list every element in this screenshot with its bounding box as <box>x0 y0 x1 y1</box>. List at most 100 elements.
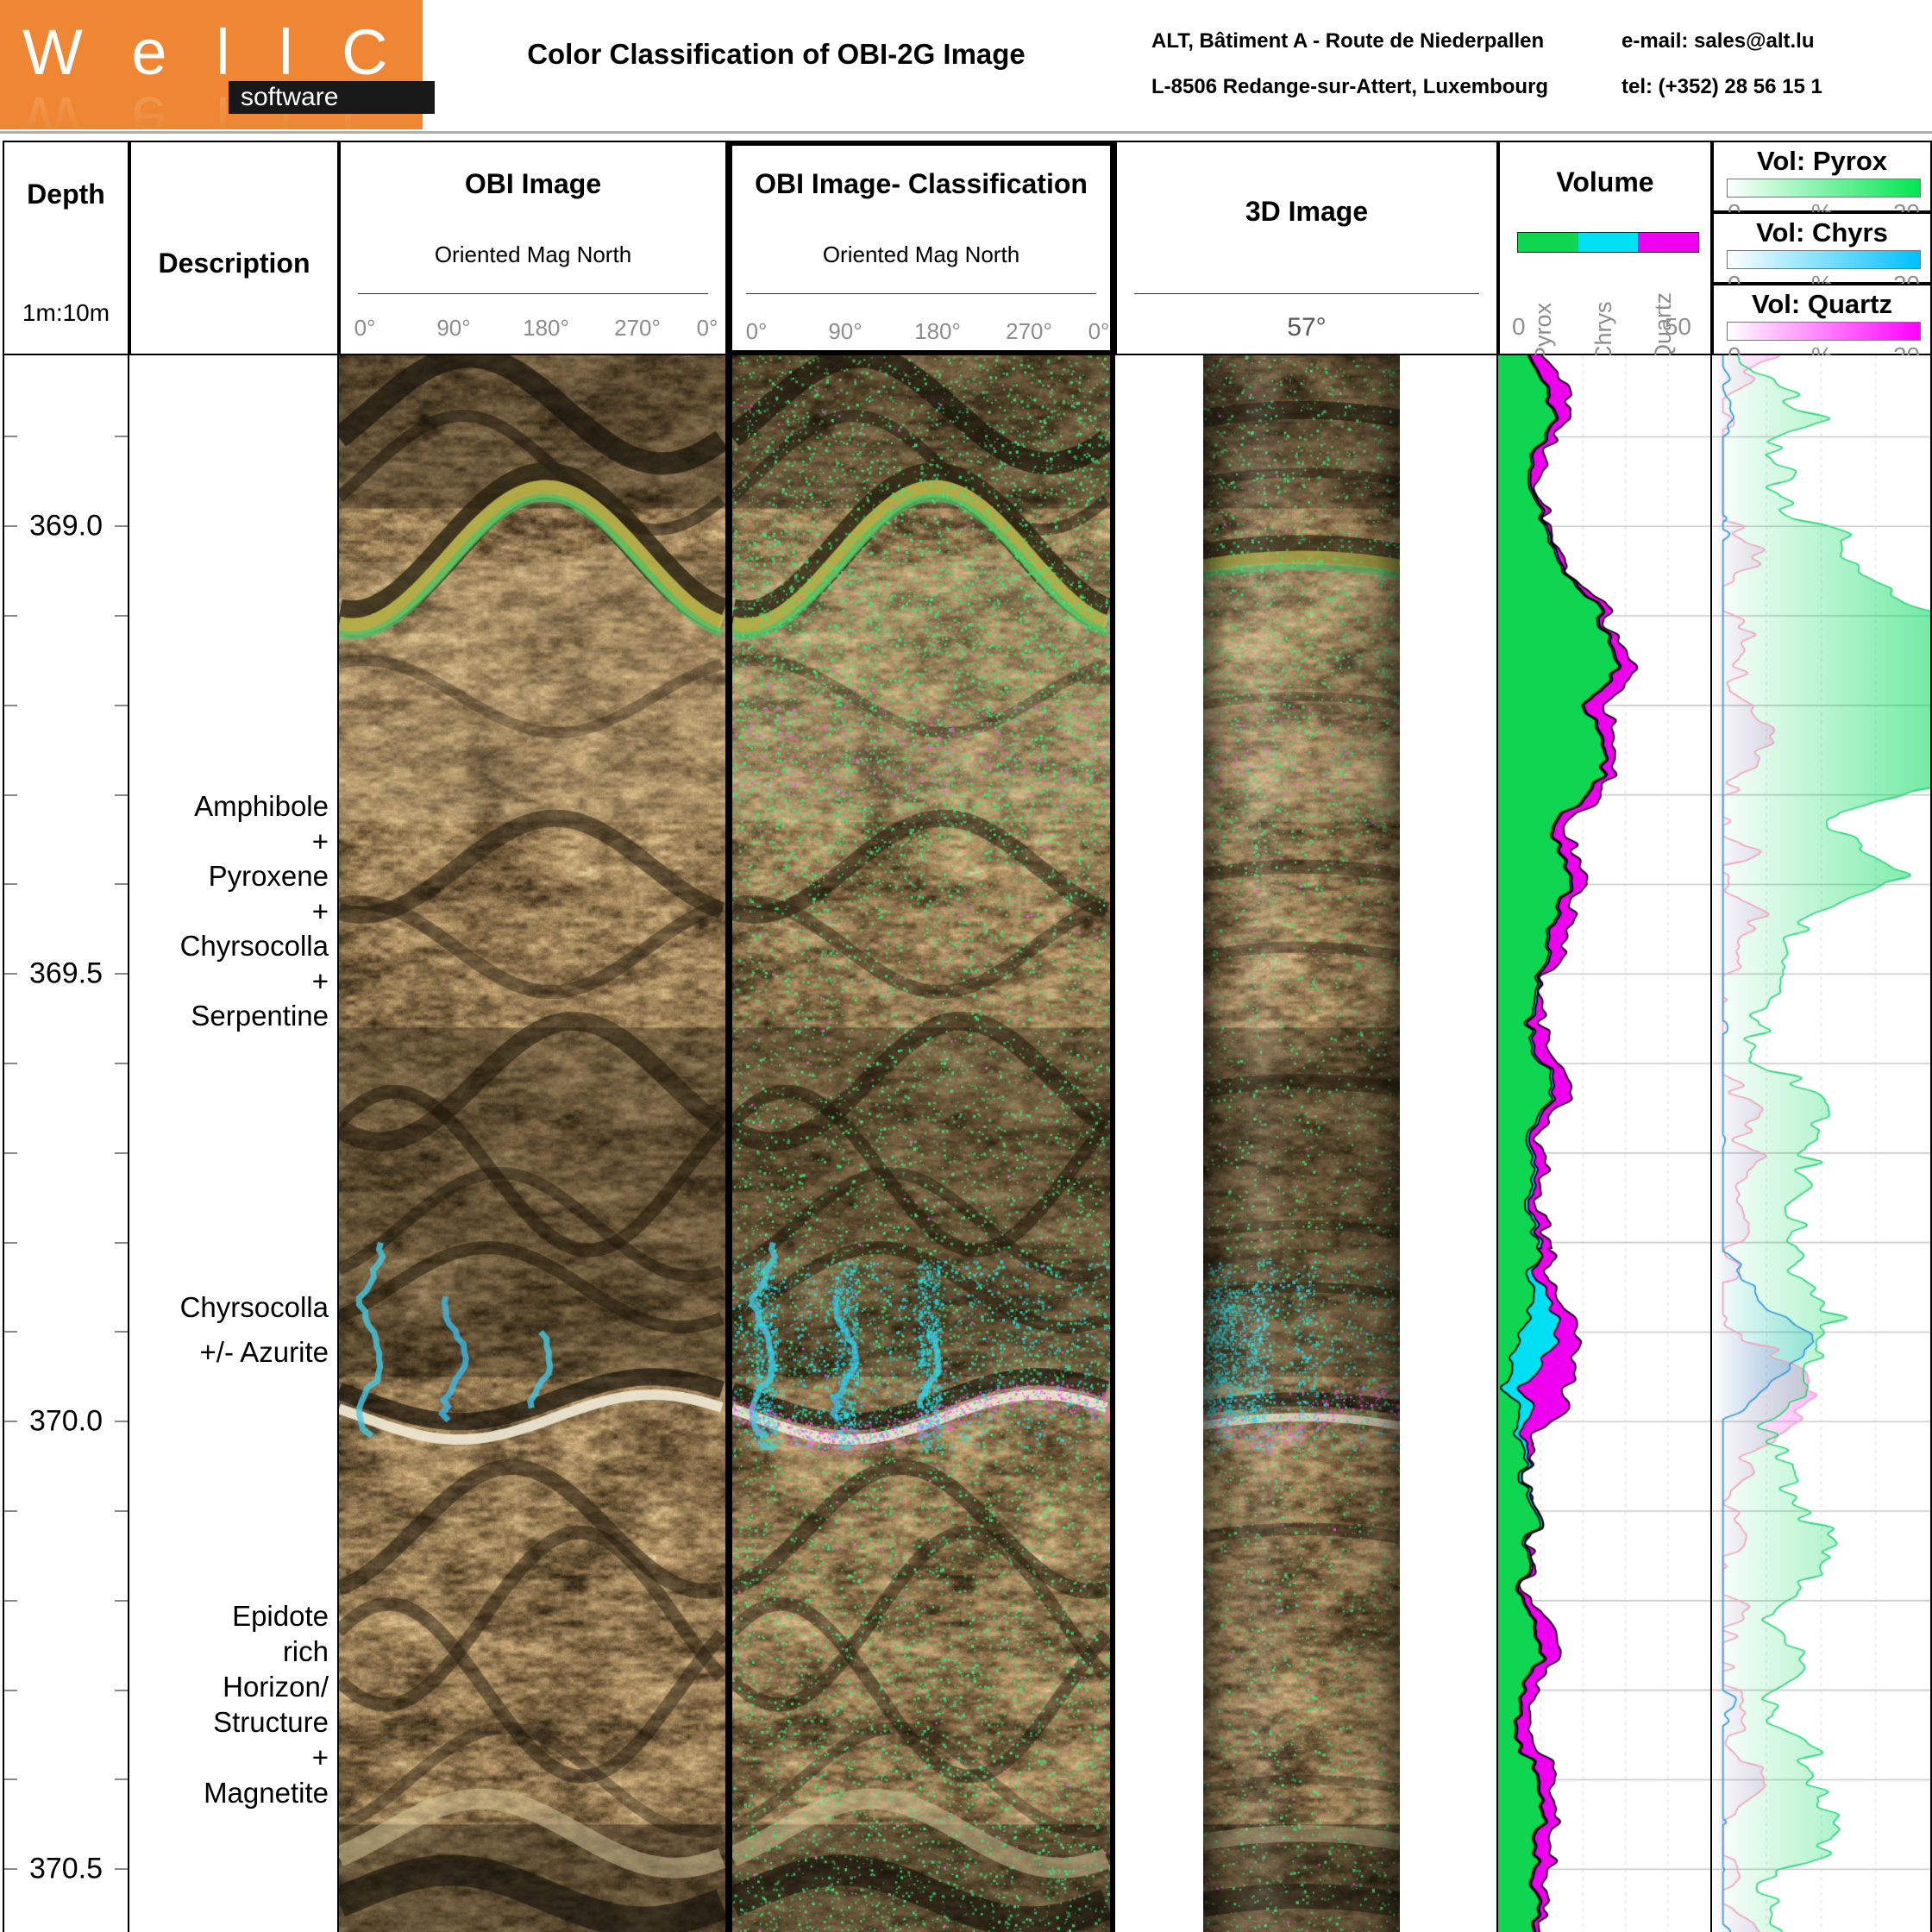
depth-title: Depth <box>27 179 105 210</box>
angle-tick-label: 180° <box>523 315 569 341</box>
vol-curve-gradient-bar <box>1727 250 1921 269</box>
description-line: +/- Azurite <box>199 1336 329 1368</box>
classification-image-track <box>727 355 1115 1932</box>
depth-tick <box>115 794 128 796</box>
volume-scale-max: 50 <box>1664 313 1691 340</box>
vol-curves-plot-canvas <box>1712 355 1930 1932</box>
description-track: Amphibole + Pyroxene + Chyrsocolla + Serpentin… <box>129 355 339 1932</box>
depth-label: 370.5 <box>28 1852 104 1885</box>
legend-swatch-pyrox <box>1518 233 1579 252</box>
depth-tick <box>4 436 17 438</box>
vol-curve-gradient-bar <box>1727 322 1921 341</box>
angle-tick-label: 0° <box>354 315 376 341</box>
contact-email: e-mail: sales@alt.lu <box>1622 29 1815 53</box>
depth-tick <box>4 1151 17 1154</box>
vol-curve-title: Vol: Pyrox <box>1756 146 1888 176</box>
vol-curve-header-3: 0%20Vol: Quartz <box>1712 284 1932 369</box>
depth-tick <box>4 704 17 706</box>
depth-tick <box>115 525 128 528</box>
depth-tick <box>4 1599 17 1602</box>
contact-phone: tel: (+352) 28 56 15 1 <box>1622 75 1822 98</box>
depth-tick <box>115 1599 128 1602</box>
volume-legend-bar <box>1517 232 1699 253</box>
trademark-symbol: TM <box>582 27 608 46</box>
3d-image-title: 3D Image <box>1245 196 1369 227</box>
vol-curves-track <box>1712 355 1932 1932</box>
depth-tick <box>115 704 128 706</box>
software-label-bar: software <box>229 81 435 114</box>
depth-tick <box>4 1331 17 1333</box>
classification-image-canvas <box>732 355 1110 1932</box>
depth-tick <box>115 1421 128 1423</box>
description-line: Pyroxene <box>208 860 329 892</box>
angle-tick-label: 270° <box>1006 318 1052 344</box>
obi-image-title: OBI Image <box>464 168 602 199</box>
description-line: Chyrsocolla <box>179 930 329 962</box>
obi-image-canvas <box>339 355 725 1932</box>
angle-tick-label: 180° <box>914 318 961 344</box>
depth-scale-label: 1m:10m <box>22 299 110 326</box>
description-line: + <box>311 1741 329 1773</box>
legend-label-chrys: Chrys <box>1590 301 1616 362</box>
description-line: Amphibole <box>194 790 329 822</box>
3d-view-angle: 57° <box>1287 313 1327 342</box>
wellcad-logo: W e l l C A D W e l l C A DTM software <box>0 0 607 155</box>
depth-tick <box>4 615 17 618</box>
obi-image-track <box>339 355 727 1932</box>
depth-tick <box>115 1868 128 1871</box>
volume-plot-canvas <box>1498 355 1710 1932</box>
description-block-3: Epidote rich Horizon/Structure + Magnetite <box>204 1598 329 1810</box>
depth-label: 369.5 <box>28 957 104 990</box>
description-line: Epidote <box>232 1600 329 1632</box>
description-column-header: Description <box>129 141 339 355</box>
3d-image-track <box>1115 355 1498 1932</box>
depth-tick <box>4 1241 17 1244</box>
description-line: Chyrsocolla <box>179 1291 329 1323</box>
angle-tick-label: 0° <box>745 318 768 344</box>
depth-tick <box>115 1151 128 1154</box>
depth-tick <box>115 1331 128 1333</box>
vol-curve-title: Vol: Quartz <box>1751 289 1893 319</box>
depth-tick <box>4 1689 17 1691</box>
angle-tick-label: 0° <box>1088 318 1110 344</box>
vol-curve-title: Vol: Chyrs <box>1756 217 1888 248</box>
depth-tick <box>115 436 128 438</box>
depth-tick <box>4 1510 17 1513</box>
depth-tick <box>115 615 128 618</box>
obi-header-rule <box>358 293 708 294</box>
legend-label-pyrox: Pyrox <box>1530 302 1556 362</box>
address-line-2: L-8506 Redange-sur-Attert, Luxembourg <box>1151 75 1549 98</box>
address-line-1: ALT, Bâtiment A - Route de Niederpallen <box>1151 29 1545 53</box>
legend-swatch-quartz <box>1638 233 1699 252</box>
depth-tick <box>4 794 17 796</box>
volume-column-header: Volume Pyrox Chrys Quartz 0 50 <box>1498 141 1712 362</box>
depth-track: 369.0 369.5 370.0 370.5 <box>3 355 129 1932</box>
description-line: + <box>311 964 329 997</box>
angle-tick-label: 90° <box>436 315 471 341</box>
3d-image-column-header: 3D Image 57° <box>1115 141 1498 355</box>
depth-column-header: Depth 1m:10m <box>3 141 129 355</box>
depth-tick <box>115 1063 128 1065</box>
description-title: Description <box>158 248 310 279</box>
obi-orientation-label: Oriented Mag North <box>434 242 632 267</box>
angle-tick-label: 0° <box>696 315 718 341</box>
3d-header-rule <box>1134 293 1479 294</box>
description-line: rich <box>282 1635 329 1667</box>
depth-tick <box>4 1778 17 1781</box>
description-block-2: Chyrsocolla +/- Azurite <box>180 1285 329 1375</box>
description-line: Structure <box>213 1706 329 1738</box>
volume-scale-min: 0 <box>1512 313 1526 340</box>
depth-tick <box>4 525 17 528</box>
obi-image-column-header: OBI Image Oriented Mag North 0° 90° 180° 27… <box>339 141 727 355</box>
description-block-1: Amphibole + Pyroxene + Chyrsocolla + Serpentin… <box>180 789 329 1034</box>
depth-label: 370.0 <box>28 1404 104 1438</box>
description-line: Horizon/ <box>223 1671 329 1703</box>
legend-swatch-chrys <box>1578 233 1640 252</box>
depth-tick <box>4 1868 17 1871</box>
depth-tick <box>115 1241 128 1244</box>
vol-curve-header-1: 0%20Vol: Pyrox <box>1712 141 1932 226</box>
description-line: + <box>311 894 329 927</box>
angle-tick-label: 90° <box>828 318 862 344</box>
depth-tick <box>115 1510 128 1513</box>
